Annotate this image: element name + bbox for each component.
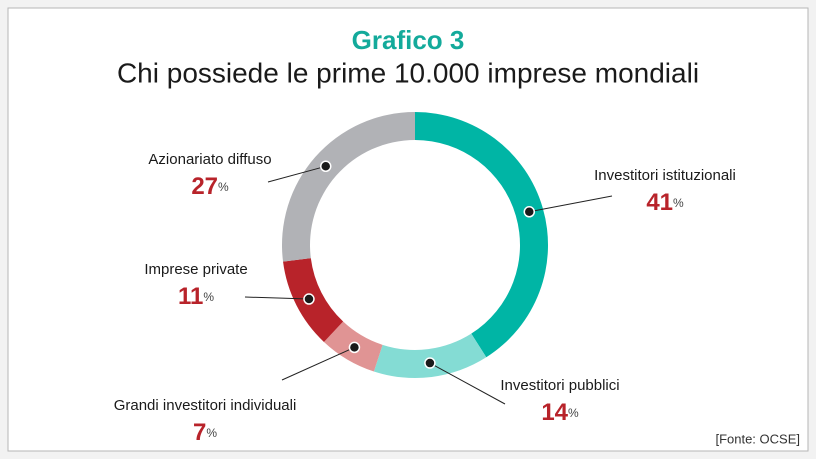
category-label: Azionariato diffuso: [148, 151, 271, 168]
donut-segment: [415, 112, 548, 358]
leader-line: [281, 346, 355, 381]
leader-dot: [523, 206, 536, 218]
chart-subtitle: Chi possiede le prime 10.000 imprese mon…: [117, 57, 699, 88]
leader-line: [529, 195, 613, 213]
value-label: 14%: [541, 399, 579, 426]
leader-line: [429, 362, 506, 405]
value-label: 27%: [191, 173, 229, 200]
category-label: Grandi investitori individuali: [114, 397, 297, 414]
category-label: Investitori istituzionali: [594, 167, 736, 184]
value-label: 41%: [646, 189, 684, 216]
category-label: Imprese private: [144, 261, 247, 278]
leader-dot: [303, 293, 315, 305]
leader-line: [244, 296, 309, 300]
category-label: Investitori pubblici: [500, 377, 619, 394]
donut-segment: [281, 112, 415, 262]
source: [Fonte: OCSE]: [715, 431, 800, 446]
leader-dot: [424, 357, 436, 369]
leader-dot: [319, 160, 332, 173]
value-label: 7%: [193, 419, 217, 446]
value-label: 11%: [178, 283, 214, 310]
donut-segment: [373, 333, 487, 378]
leader-dot: [348, 341, 361, 354]
chart-title: Grafico 3: [352, 25, 465, 55]
leader-line: [267, 165, 326, 183]
